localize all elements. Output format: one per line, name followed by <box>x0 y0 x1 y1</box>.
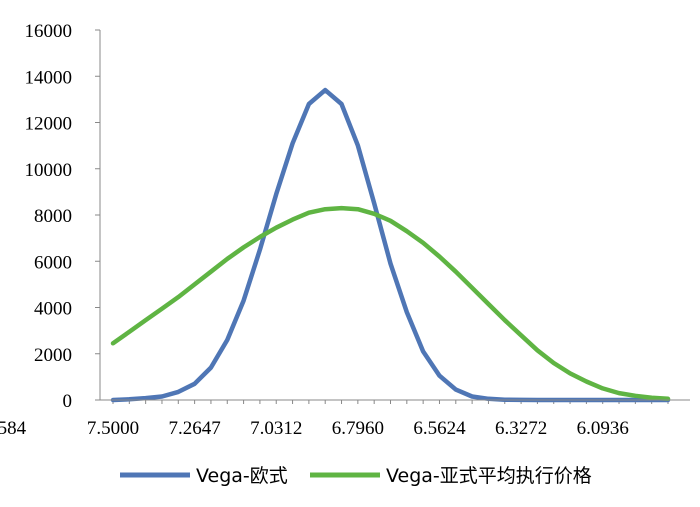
y-tick-label: 8000 <box>34 206 72 227</box>
legend-label-european: Vega-欧式 <box>196 465 288 487</box>
y-tick-label: 2000 <box>34 345 72 366</box>
series-line-european <box>110 87 671 403</box>
x-tick-label: 6.7960 <box>332 418 384 439</box>
x-tick-label: 7.0312 <box>250 418 302 439</box>
y-tick-label: 0 <box>63 391 73 412</box>
y-tick-label: 14000 <box>25 67 73 88</box>
legend-label-asian: Vega-亚式平均执行价格 <box>386 465 592 487</box>
x-tick-label: 7.2647 <box>168 418 220 439</box>
legend: Vega-欧式 Vega-亚式平均执行价格 <box>120 465 592 487</box>
x-axis-tick-labels: 7.5000 7.2647 7.0312 6.7960 6.5624 6.3272 6.09… <box>0 400 669 439</box>
x-tick-label: 6.3272 <box>495 418 547 439</box>
y-tick-label: 16000 <box>25 21 73 42</box>
y-tick-label: 4000 <box>34 299 72 320</box>
y-axis-tick-labels: 0 2000 4000 6000 8000 10000 12000 14000 16000 <box>25 21 100 412</box>
x-tick-label: 7.5000 <box>87 418 139 439</box>
x-tick-label: 5.8584 <box>0 418 27 439</box>
x-tick-label: 6.5624 <box>413 418 466 439</box>
y-tick-label: 6000 <box>34 252 72 273</box>
series-line-asian <box>110 205 671 402</box>
y-tick-label: 12000 <box>25 114 73 135</box>
x-tick-label: 6.0936 <box>577 418 629 439</box>
series-lines <box>110 87 671 403</box>
y-tick-label: 10000 <box>25 160 73 181</box>
